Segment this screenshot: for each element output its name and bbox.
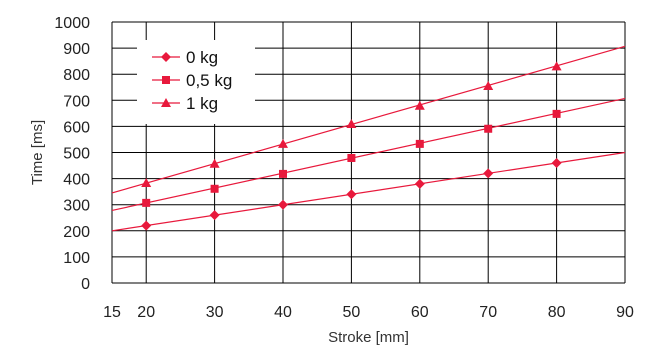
data-point (551, 157, 562, 168)
series-markers (141, 61, 562, 231)
data-point (414, 178, 425, 189)
data-point (209, 210, 220, 221)
data-point (347, 153, 356, 162)
data-point (209, 158, 220, 168)
legend-label: 0 kg (186, 48, 218, 67)
series-line (111, 97, 626, 212)
legend-box (137, 40, 255, 124)
data-point (142, 198, 151, 207)
data-point (415, 139, 424, 148)
series-lines (111, 45, 626, 232)
data-point (414, 100, 425, 110)
y-tick-label: 600 (63, 119, 90, 136)
data-point (552, 109, 561, 118)
legend-marker (161, 98, 171, 107)
data-point (484, 124, 493, 133)
series-line (111, 151, 626, 232)
legend-label: 1 kg (186, 94, 218, 113)
data-point (279, 169, 287, 178)
y-tick-label: 200 (63, 224, 90, 241)
y-tick-label: 300 (63, 198, 90, 215)
y-tick-label: 100 (63, 250, 90, 267)
data-point (346, 119, 357, 129)
data-point (551, 61, 562, 71)
x-tick-label: 90 (616, 304, 634, 321)
x-tick-labels: 15 20 30 40 50 60 70 80 90 (103, 304, 634, 321)
data-point (278, 199, 288, 210)
series-line (111, 45, 626, 194)
y-tick-label: 800 (63, 67, 90, 84)
x-tick-label: 15 (103, 304, 121, 321)
y-tick-label: 400 (63, 172, 90, 189)
data-point (278, 138, 288, 148)
data-point (210, 184, 219, 193)
legend-marker (162, 76, 170, 84)
legend: 0 kg 0,5 kg 1 kg (152, 48, 232, 113)
x-tick-label: 70 (479, 304, 497, 321)
x-tick-label: 40 (274, 304, 292, 321)
data-point (141, 220, 152, 231)
grid (111, 21, 626, 284)
legend-label: 0,5 kg (186, 71, 232, 90)
y-tick-label: 1000 (54, 15, 90, 32)
y-tick-label: 0 (81, 276, 90, 293)
x-tick-label: 20 (137, 304, 155, 321)
legend-marker (161, 52, 171, 62)
x-tick-label: 80 (548, 304, 566, 321)
y-tick-label: 700 (63, 93, 90, 110)
x-axis-label: Stroke [mm] (328, 329, 409, 346)
y-tick-label: 900 (63, 41, 90, 58)
x-tick-label: 60 (411, 304, 429, 321)
y-axis-label: Time [ms] (29, 120, 46, 185)
data-point (483, 168, 494, 179)
x-tick-label: 50 (343, 304, 361, 321)
y-tick-label: 500 (63, 146, 90, 163)
data-point (141, 178, 152, 188)
y-tick-labels: 0 100 200 300 400 500 600 700 800 900 1000 (54, 15, 90, 293)
data-point (483, 80, 494, 90)
x-tick-label: 30 (206, 304, 224, 321)
data-point (346, 189, 357, 200)
